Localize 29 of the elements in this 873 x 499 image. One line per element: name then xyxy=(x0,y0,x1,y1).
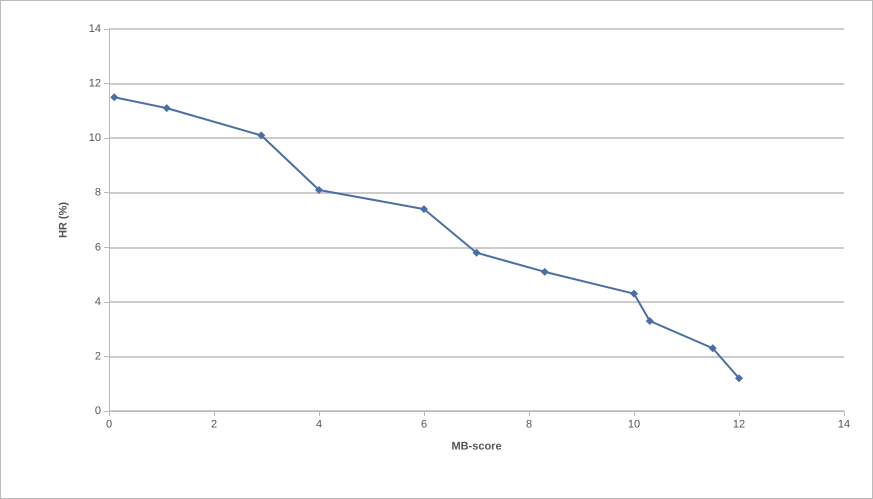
x-tick-label: 0 xyxy=(106,418,112,430)
point xyxy=(708,344,717,352)
x-axis-title: MB-score xyxy=(451,440,502,452)
x-tick-label: 14 xyxy=(838,418,850,430)
x-tick-label: 6 xyxy=(420,418,428,430)
y-tick-label: 12 xyxy=(88,78,101,90)
y-tick-label: 4 xyxy=(94,296,101,308)
y-tick-label: 2 xyxy=(94,350,101,362)
x-tick-label: 8 xyxy=(526,418,532,430)
y-tick-label: 14 xyxy=(88,23,101,35)
y-tick-label: 10 xyxy=(88,132,101,144)
point xyxy=(315,186,323,194)
point xyxy=(472,248,480,257)
y-tick-label: 0 xyxy=(94,405,101,417)
point xyxy=(257,131,266,140)
point xyxy=(630,290,638,298)
point xyxy=(110,93,118,102)
y-tick-label: 8 xyxy=(94,186,101,199)
x-tick-label: 2 xyxy=(210,418,218,430)
x-tick-label: 12 xyxy=(732,418,746,430)
point xyxy=(646,316,654,325)
y-tick-label: 6 xyxy=(94,241,101,254)
x-tick-label: 4 xyxy=(316,418,322,430)
y-axis-title: HR (%) xyxy=(58,202,70,238)
point xyxy=(735,374,743,382)
point xyxy=(162,104,171,112)
point xyxy=(540,268,549,276)
point xyxy=(420,205,428,214)
x-tick-label: 10 xyxy=(628,418,640,430)
